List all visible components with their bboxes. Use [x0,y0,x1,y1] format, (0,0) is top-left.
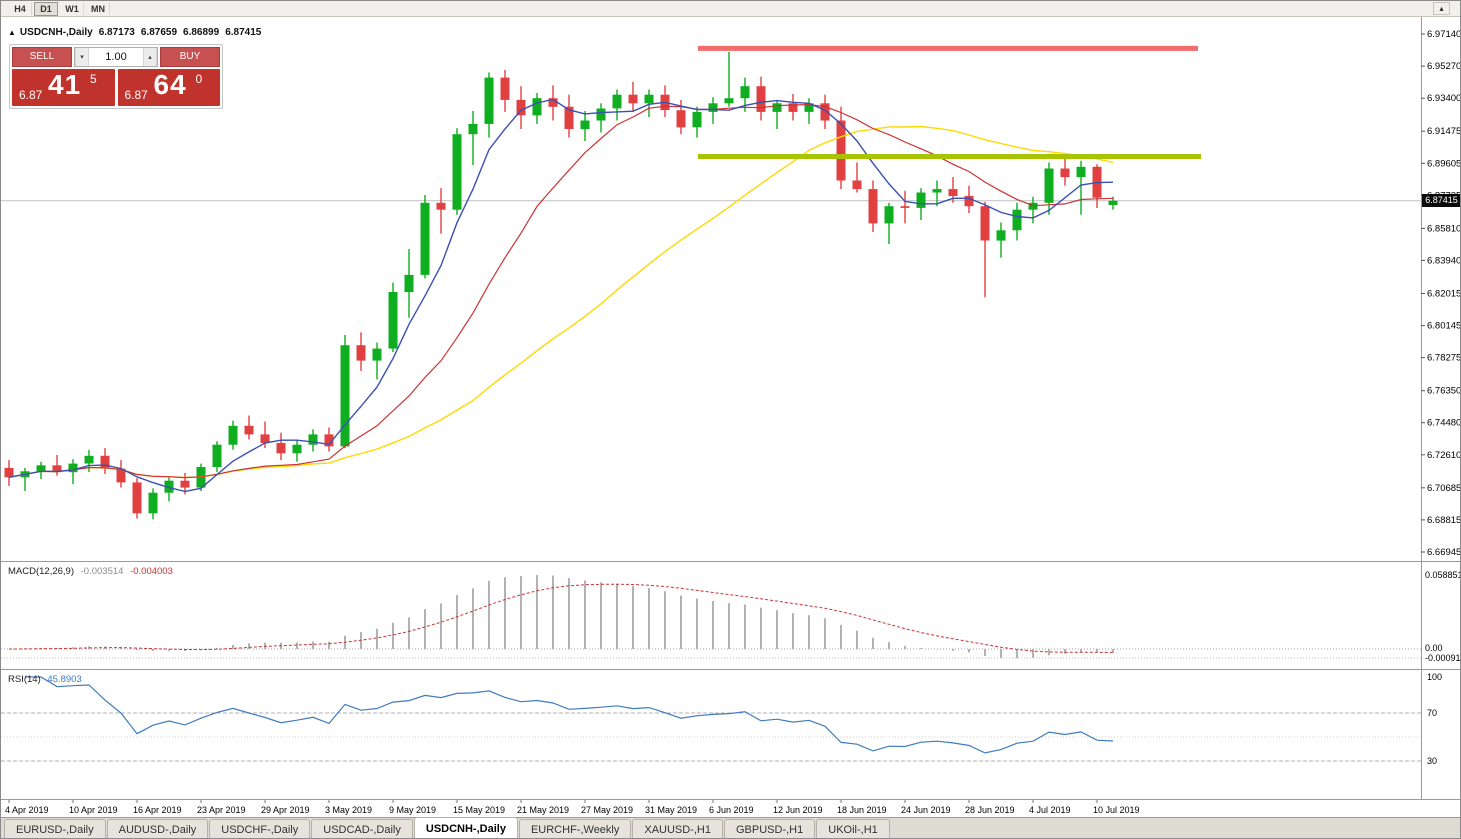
ma-lines [8,98,1114,493]
svg-text:10 Jul 2019: 10 Jul 2019 [1093,805,1140,815]
chart-tab-bar: EURUSD-,Daily AUDUSD-,Daily USDCHF-,Daily U… [1,817,1460,838]
svg-text:24 Jun 2019: 24 Jun 2019 [901,805,951,815]
toolbar-expand-button[interactable]: ▴ [1433,2,1450,15]
up-arrow-icon: ▴ [1439,3,1444,13]
svg-text:31 May 2019: 31 May 2019 [645,805,697,815]
chart-title: ▲ USDCNH-,Daily 6.87173 6.87659 6.86899 … [8,27,261,38]
chart-tab-eurusd-daily[interactable]: EURUSD-,Daily [4,819,106,838]
svg-text:70: 70 [1427,708,1437,718]
svg-text:28 Jun 2019: 28 Jun 2019 [965,805,1015,815]
svg-text:30: 30 [1427,756,1437,766]
symbol-name: USDCNH-,Daily [19,27,93,38]
svg-text:6.97140: 6.97140 [1427,29,1461,40]
svg-text:15 May 2019: 15 May 2019 [453,805,505,815]
quote-open: 6.87173 [98,27,135,38]
chart-tab-gbpusd-h1[interactable]: GBPUSD-,H1 [724,819,816,838]
svg-text:6.78275: 6.78275 [1427,353,1461,364]
rsi-indicator-label: RSI(14) 45.8903 [8,674,82,685]
svg-text:16 Apr 2019: 16 Apr 2019 [133,805,182,815]
svg-text:0.058851: 0.058851 [1425,570,1461,580]
macd-indicator-label: MACD(12,26,9) -0.003514 -0.004003 [8,566,173,577]
timeframe-button-h4[interactable]: H4 [8,1,32,16]
indicator-axes: 0.058851 0.00-0.0009116 100 70 30 [1425,570,1461,766]
macd-signal-line [8,583,1114,653]
chart-canvas[interactable]: 6.97140 6.95270 6.93400 6.91475 6.89605 6.87 7… [1,17,1461,817]
buy-price-pips: 64 [153,69,187,100]
chart-tab-usdcad-daily[interactable]: USDCAD-,Daily [311,819,413,838]
macd-signal-value: -0.004003 [130,566,173,577]
volume-decrease-button[interactable]: ▾ [75,48,89,66]
chart-tab-usdchf-daily[interactable]: USDCHF-,Daily [209,819,311,838]
chart-area: 6.97140 6.95270 6.93400 6.91475 6.89605 6.87 7… [1,17,1461,817]
up-arrow-icon: ▴ [148,54,152,61]
svg-text:27 May 2019: 27 May 2019 [581,805,633,815]
timeframe-toolbar: H4 D1 W1 MN ▴ [1,1,1460,17]
date-axis: 4 Apr 2019 10 Apr 2019 16 Apr 2019 23 Apr 2… [5,800,1140,815]
chart-tab-eurchf-weekly[interactable]: EURCHF-,Weekly [518,819,632,838]
svg-text:4 Apr 2019: 4 Apr 2019 [5,805,49,815]
svg-text:4 Jul 2019: 4 Jul 2019 [1029,805,1071,815]
chart-icon: ▲ [8,28,16,37]
timeframe-button-mn[interactable]: MN [86,1,110,16]
svg-text:6.72610: 6.72610 [1427,450,1461,461]
quote-close: 6.87415 [225,27,262,38]
svg-text:6.80145: 6.80145 [1427,321,1461,332]
current-price-tag: 6.87415 [1422,194,1460,207]
svg-text:6.74480: 6.74480 [1427,418,1461,429]
sell-price-pips: 41 [48,69,82,100]
svg-text:6.76350: 6.76350 [1427,386,1461,397]
svg-text:6.70685: 6.70685 [1427,483,1461,494]
timeframe-button-w1[interactable]: W1 [60,1,84,16]
quote-low: 6.86899 [183,27,220,38]
chart-tab-ukoil-h1[interactable]: UKOil-,H1 [816,819,890,838]
svg-text:18 Jun 2019: 18 Jun 2019 [837,805,887,815]
svg-text:6.91475: 6.91475 [1427,126,1461,137]
svg-text:3 May 2019: 3 May 2019 [325,805,372,815]
buy-price-point: 0 [195,72,203,86]
rsi-value: 45.8903 [47,674,82,685]
rsi-name: RSI(14) [8,674,41,685]
chart-tab-audusd-daily[interactable]: AUDUSD-,Daily [106,819,209,838]
buy-price-panel[interactable]: 6.87 64 0 [117,69,220,106]
svg-text:9 May 2019: 9 May 2019 [389,805,436,815]
svg-text:6.83940: 6.83940 [1427,255,1461,266]
sell-button[interactable]: SELL [12,47,72,67]
svg-text:6.95270: 6.95270 [1427,61,1461,72]
svg-text:0.00: 0.00 [1425,643,1443,653]
svg-text:6.68815: 6.68815 [1427,515,1461,526]
svg-text:6 Jun 2019: 6 Jun 2019 [709,805,754,815]
macd-main-value: -0.003514 [80,566,124,577]
svg-text:12 Jun 2019: 12 Jun 2019 [773,805,823,815]
sell-price-base: 6.87 [19,88,43,102]
svg-text:6.82015: 6.82015 [1427,289,1461,300]
sell-price-point: 5 [90,72,97,86]
timeframe-button-d1[interactable]: D1 [34,1,58,16]
sell-price-panel[interactable]: 6.87 41 5 [12,69,115,106]
chart-tab-xauusd-h1[interactable]: XAUUSD-,H1 [632,819,723,838]
svg-text:6.66945: 6.66945 [1427,547,1461,558]
one-click-trading-panel: SELL ▾ 1.00 ▴ BUY 6.87 41 5 6.87 64 0 [9,44,223,109]
quote-high: 6.87659 [140,27,178,38]
volume-control: ▾ 1.00 ▴ [74,47,158,67]
timeframe-buttons: H4 D1 W1 MN [1,1,111,17]
rsi-line [25,676,1114,754]
chart-tab-usdcnh-daily[interactable]: USDCNH-,Daily [413,817,518,838]
svg-text:29 Apr 2019: 29 Apr 2019 [261,805,310,815]
svg-text:6.93400: 6.93400 [1427,93,1461,104]
buy-button[interactable]: BUY [160,47,220,67]
volume-increase-button[interactable]: ▴ [143,48,157,66]
svg-text:23 Apr 2019: 23 Apr 2019 [197,805,246,815]
svg-text:10 Apr 2019: 10 Apr 2019 [69,805,118,815]
svg-text:6.89605: 6.89605 [1427,158,1461,169]
macd-name: MACD(12,26,9) [8,566,74,577]
down-arrow-icon: ▾ [80,54,84,61]
volume-value[interactable]: 1.00 [105,51,127,63]
svg-text:-0.0009116: -0.0009116 [1425,653,1461,663]
svg-text:100: 100 [1427,672,1442,682]
buy-price-base: 6.87 [124,88,148,102]
svg-text:21 May 2019: 21 May 2019 [517,805,569,815]
svg-text:6.85810: 6.85810 [1427,223,1461,234]
